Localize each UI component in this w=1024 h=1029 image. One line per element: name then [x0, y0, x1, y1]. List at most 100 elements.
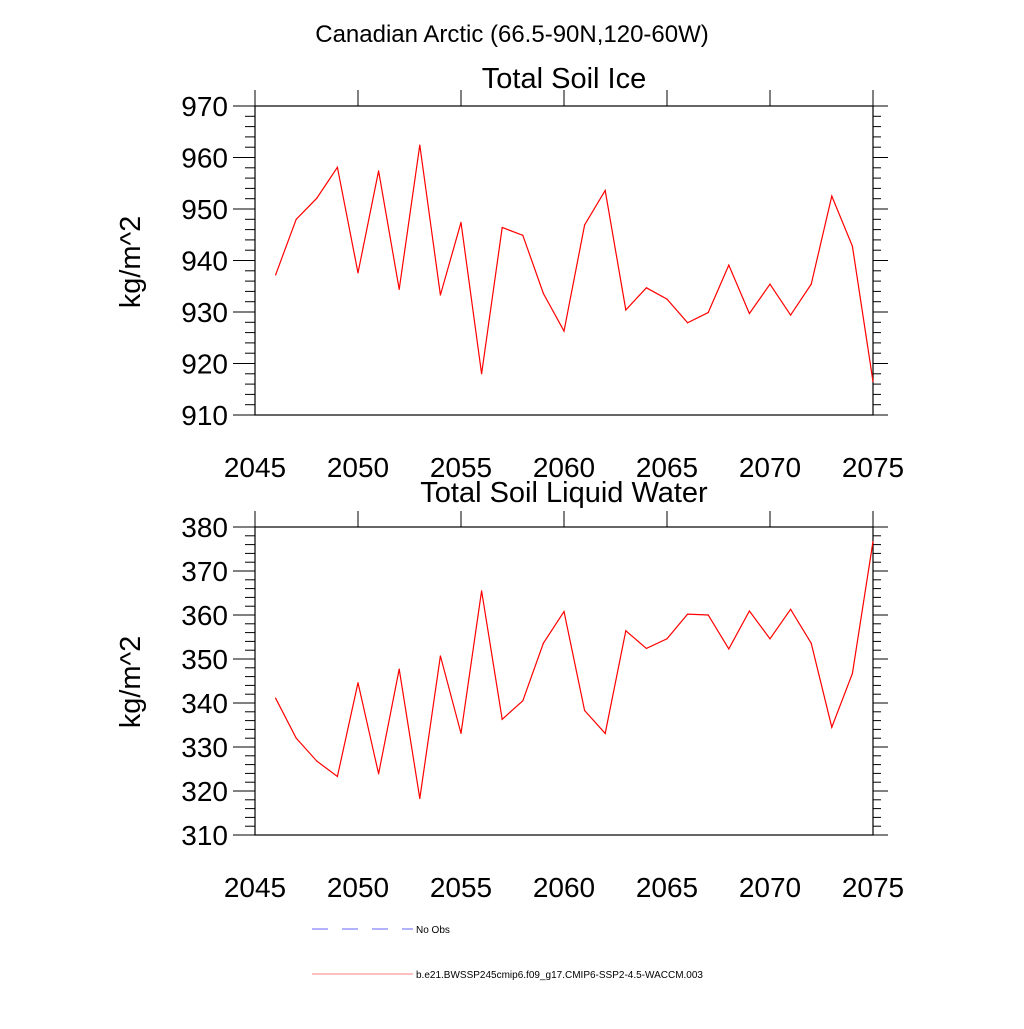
data-point — [748, 610, 751, 612]
data-point — [831, 726, 833, 728]
y-tick-label: 930 — [181, 297, 228, 328]
y-tick-label: 360 — [181, 600, 228, 631]
panel-title: Total Soil Ice — [482, 63, 646, 95]
data-point — [398, 288, 400, 290]
data-point — [378, 170, 380, 172]
x-tick-label: 2075 — [842, 872, 904, 903]
data-point — [769, 283, 771, 285]
series-line — [275, 541, 874, 799]
y-tick-label: 920 — [181, 349, 228, 380]
x-tick-label: 2055 — [430, 872, 492, 903]
data-point — [584, 224, 586, 226]
data-point — [707, 614, 709, 616]
x-tick-label: 2045 — [224, 452, 286, 483]
y-axis-label: kg/m^2 — [115, 636, 147, 729]
data-point — [604, 189, 606, 192]
y-tick-label: 340 — [181, 688, 228, 719]
data-point — [810, 283, 812, 285]
data-point — [707, 311, 709, 314]
x-tick-label: 2050 — [327, 452, 389, 483]
data-point — [378, 773, 380, 775]
data-point — [316, 760, 318, 762]
data-point — [645, 647, 648, 650]
data-point — [542, 642, 545, 644]
y-tick-label: 310 — [181, 820, 228, 851]
y-tick-label: 970 — [181, 91, 228, 122]
data-point — [336, 775, 338, 778]
data-point — [357, 272, 359, 274]
data-point — [687, 613, 689, 615]
data-point — [604, 732, 606, 734]
y-axis-label: kg/m^2 — [115, 216, 147, 309]
data-point — [790, 314, 792, 316]
y-tick-label: 910 — [181, 400, 228, 431]
data-point — [790, 608, 792, 610]
suptitle: Canadian Arctic (66.5-90N,120-60W) — [315, 21, 709, 48]
series-line — [275, 145, 874, 382]
data-point — [419, 144, 421, 146]
x-tick-label: 2065 — [636, 452, 698, 483]
data-point — [872, 380, 874, 383]
data-point — [872, 540, 874, 543]
data-point — [522, 700, 524, 702]
data-point — [357, 682, 359, 684]
panel-soil-liquid-water: Total Soil Liquid Water kg/m^2 310 320 330… — [115, 477, 904, 903]
x-tick-label: 2070 — [739, 452, 801, 483]
data-point — [398, 668, 400, 670]
panel-soil-ice: Total Soil Ice kg/m^2 910 920 930 940 950 960… — [115, 63, 904, 483]
y-tick-label: 350 — [181, 644, 228, 675]
data-point — [625, 630, 627, 632]
x-tick-label: 2060 — [533, 872, 595, 903]
data-point — [748, 312, 751, 315]
x-tick-label: 2055 — [430, 452, 492, 483]
data-point — [666, 298, 668, 300]
data-point — [336, 166, 338, 168]
data-point — [831, 195, 833, 197]
x-tick-label: 2045 — [224, 872, 286, 903]
y-tick-label: 960 — [181, 143, 228, 174]
data-point — [501, 226, 503, 229]
data-point — [275, 697, 277, 699]
y-tick-label: 380 — [181, 512, 228, 543]
data-point — [481, 590, 483, 592]
y-tick-label: 330 — [181, 732, 228, 763]
data-point — [687, 322, 689, 324]
data-point — [501, 718, 503, 720]
data-point — [851, 245, 854, 247]
data-point — [563, 610, 565, 613]
x-tick-label: 2060 — [533, 452, 595, 483]
data-point — [645, 287, 648, 289]
data-point — [460, 732, 462, 734]
plot-frame — [254, 526, 874, 836]
legend-label-model: b.e21.BWSSP245cmip6.f09_g17.CMIP6-SSP2-4… — [416, 970, 703, 981]
data-point — [584, 709, 586, 712]
data-point — [625, 309, 627, 311]
data-point — [439, 294, 441, 296]
y-tick-label: 370 — [181, 556, 228, 587]
data-point — [460, 221, 462, 223]
x-tick-label: 2050 — [327, 872, 389, 903]
x-tick-label: 2070 — [739, 872, 801, 903]
legend: No Obs b.e21.BWSSP245cmip6.f09_g17.CMIP6… — [312, 925, 703, 981]
y-tick-label: 940 — [181, 246, 228, 277]
data-point — [295, 737, 297, 739]
data-point — [542, 292, 545, 295]
data-point — [563, 330, 565, 332]
data-point — [728, 648, 730, 650]
y-tick-label: 320 — [181, 776, 228, 807]
data-point — [439, 655, 441, 657]
data-point — [522, 234, 524, 236]
data-point — [275, 274, 277, 276]
data-point — [769, 638, 771, 640]
panel-title: Total Soil Liquid Water — [420, 477, 708, 509]
data-point — [810, 642, 812, 644]
plot-frame — [254, 105, 874, 416]
x-tick-label: 2065 — [636, 872, 698, 903]
x-tick-label: 2075 — [842, 452, 904, 483]
data-point — [666, 638, 668, 640]
data-point — [316, 197, 318, 199]
legend-label-no-obs: No Obs — [416, 925, 450, 936]
data-point — [728, 264, 730, 266]
data-point — [419, 797, 421, 800]
